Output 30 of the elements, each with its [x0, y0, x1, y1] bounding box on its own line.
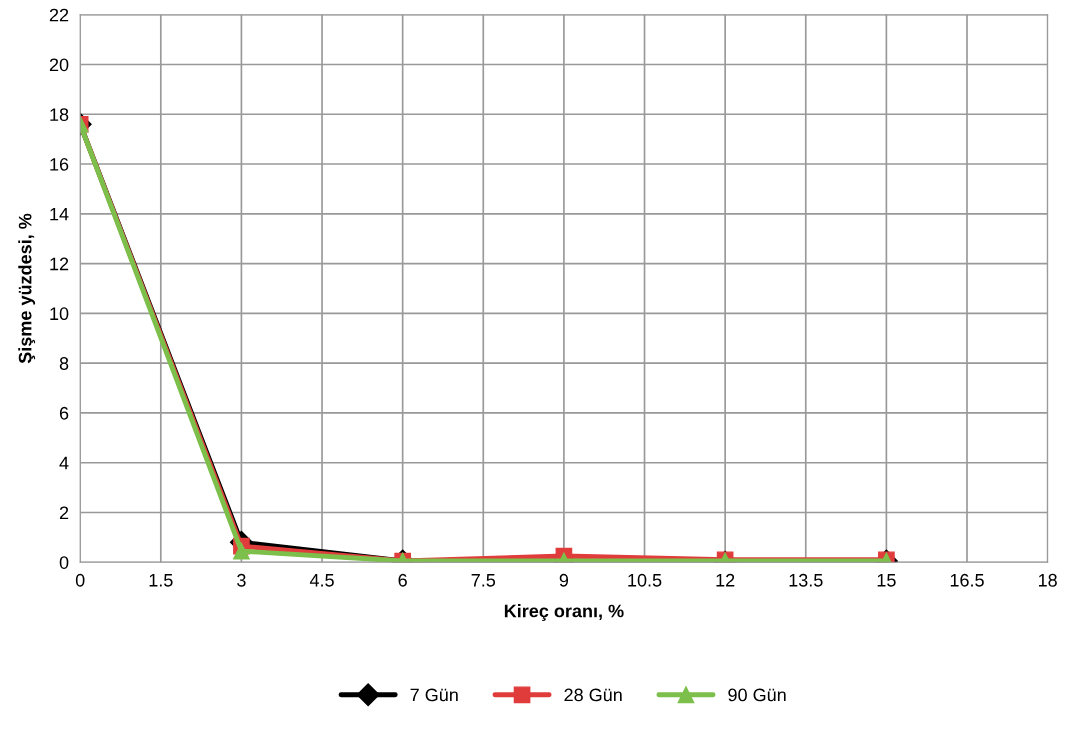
y-tick-label: 8 — [59, 357, 69, 370]
x-tick-label: 12 — [716, 573, 735, 587]
y-tick-label: 12 — [50, 257, 69, 271]
x-tick-label: 1.5 — [149, 574, 173, 587]
y-tick-label: 14 — [50, 207, 69, 221]
legend-label: 28 Gün — [564, 688, 622, 702]
y-tick-label: 0 — [59, 556, 69, 569]
y-tick-label: 4 — [59, 456, 69, 470]
x-tick-label: 13.5 — [789, 573, 823, 587]
x-tick-label: 3 — [237, 573, 246, 587]
x-tick-label: 0 — [75, 573, 85, 587]
y-tick-label: 18 — [50, 108, 69, 121]
x-tick-label: 7.5 — [471, 574, 496, 587]
y-tick-label: 6 — [59, 406, 69, 420]
y-tick-label: 16 — [50, 157, 69, 171]
legend-label: 90 Gün — [728, 688, 786, 702]
x-axis-title: Kireç oranı, % — [504, 604, 624, 621]
x-tick-label: 6 — [398, 573, 407, 587]
y-tick-label: 2 — [59, 506, 69, 520]
y-tick-label: 20 — [49, 58, 69, 72]
x-tick-label: 9 — [559, 573, 569, 587]
x-tick-label: 10.5 — [628, 573, 662, 587]
y-tick-label: 22 — [49, 8, 69, 22]
y-tick-label: 10 — [50, 307, 69, 321]
y-axis-title: Şişme yüzdesi, % — [18, 213, 36, 364]
x-tick-label: 16.5 — [950, 573, 984, 587]
legend-label: 7 Gün — [410, 688, 458, 702]
x-tick-label: 15 — [877, 574, 896, 587]
x-tick-label: 18 — [1038, 573, 1057, 587]
x-tick-label: 4.5 — [309, 574, 334, 587]
